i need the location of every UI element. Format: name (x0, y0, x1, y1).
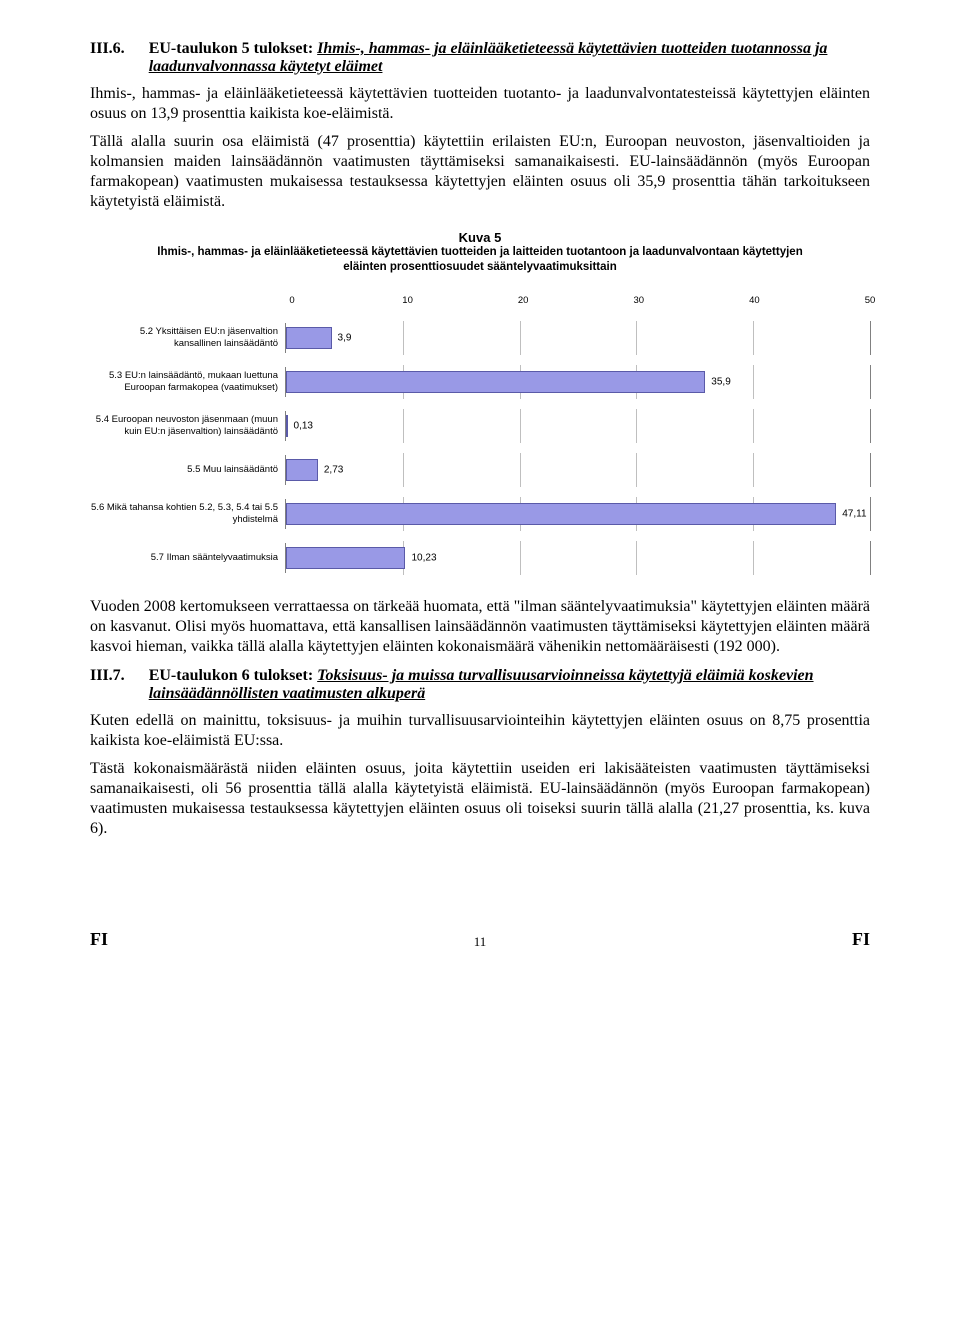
section-7-paragraph-1: Kuten edellä on mainittu, toksisuus- ja … (90, 711, 870, 751)
bar-row: 5.4 Euroopan neuvoston jäsenmaan (muun k… (90, 411, 870, 441)
x-tick-label: 30 (634, 295, 645, 306)
section-7-title: EU-taulukon 6 tulokset: Toksisuus- ja mu… (149, 667, 870, 703)
bar (286, 503, 836, 525)
section-6-number: III.6. (90, 40, 125, 76)
section-7-number: III.7. (90, 667, 125, 703)
section-6-paragraph-2: Tällä alalla suurin osa eläimistä (47 pr… (90, 132, 870, 212)
bars-container: 5.2 Yksittäisen EU:n jäsenvaltion kansal… (90, 323, 870, 573)
section-7-title-lead: EU-taulukon 6 tulokset: (149, 667, 317, 684)
bar-track: 2,73 (285, 455, 870, 485)
bar-label: 5.5 Muu lainsäädäntö (90, 464, 285, 476)
chart-title: Kuva 5 (150, 230, 810, 245)
bar (286, 459, 318, 481)
section-6-heading: III.6. EU-taulukon 5 tulokset: Ihmis-, h… (90, 40, 870, 76)
bar-value-label: 10,23 (411, 552, 436, 563)
bar-value-label: 47,11 (842, 508, 866, 519)
x-axis-ticks: 01020304050 (292, 295, 870, 309)
page-number: 11 (474, 934, 487, 950)
bar-track: 0,13 (285, 411, 870, 441)
bar-label: 5.3 EU:n lainsäädäntö, mukaan luettuna E… (90, 370, 285, 394)
section-6-paragraph-1: Ihmis-, hammas- ja eläinlääketieteessä k… (90, 84, 870, 124)
section-7-paragraph-2: Tästä kokonaismäärästä niiden eläinten o… (90, 759, 870, 839)
bar-track: 47,11 (285, 499, 870, 529)
bar-label: 5.4 Euroopan neuvoston jäsenmaan (muun k… (90, 414, 285, 438)
bar-value-label: 2,73 (324, 464, 343, 475)
bar-track: 10,23 (285, 543, 870, 573)
bar-row: 5.7 Ilman sääntelyvaatimuksia 10,23 (90, 543, 870, 573)
chart-title-block: Kuva 5 Ihmis-, hammas- ja eläinlääketiet… (150, 230, 810, 275)
bar (286, 547, 405, 569)
x-tick-label: 50 (865, 295, 876, 306)
bar-chart: 01020304050 5.2 Yksittäisen EU:n jäsenva… (90, 295, 870, 573)
section-6-title-lead: EU-taulukon 5 tulokset: (149, 40, 317, 57)
chart-subtitle: Ihmis-, hammas- ja eläinlääketieteessä k… (150, 245, 810, 275)
section-7-heading: III.7. EU-taulukon 6 tulokset: Toksisuus… (90, 667, 870, 703)
bar-label: 5.7 Ilman sääntelyvaatimuksia (90, 552, 285, 564)
x-axis: 01020304050 (90, 295, 870, 309)
bar-value-label: 3,9 (338, 332, 352, 343)
footer-right: FI (852, 929, 870, 950)
x-tick-label: 40 (749, 295, 760, 306)
page-footer: FI 11 FI (90, 929, 870, 950)
bar-track: 35,9 (285, 367, 870, 397)
x-tick-label: 0 (289, 295, 294, 306)
section-6-title: EU-taulukon 5 tulokset: Ihmis-, hammas- … (149, 40, 870, 76)
bar-row: 5.6 Mikä tahansa kohtien 5.2, 5.3, 5.4 t… (90, 499, 870, 529)
x-tick-label: 10 (402, 295, 413, 306)
x-tick-label: 20 (518, 295, 529, 306)
footer-left: FI (90, 929, 108, 950)
bar (286, 415, 288, 437)
bar-label: 5.6 Mikä tahansa kohtien 5.2, 5.3, 5.4 t… (90, 502, 285, 526)
bar (286, 327, 332, 349)
bar-label: 5.2 Yksittäisen EU:n jäsenvaltion kansal… (90, 326, 285, 350)
bar-value-label: 0,13 (294, 420, 313, 431)
bar-row: 5.5 Muu lainsäädäntö 2,73 (90, 455, 870, 485)
bar (286, 371, 705, 393)
bar-value-label: 35,9 (711, 376, 730, 387)
bar-row: 5.3 EU:n lainsäädäntö, mukaan luettuna E… (90, 367, 870, 397)
bar-row: 5.2 Yksittäisen EU:n jäsenvaltion kansal… (90, 323, 870, 353)
bar-track: 3,9 (285, 323, 870, 353)
after-chart-paragraph: Vuoden 2008 kertomukseen verrattaessa on… (90, 597, 870, 657)
